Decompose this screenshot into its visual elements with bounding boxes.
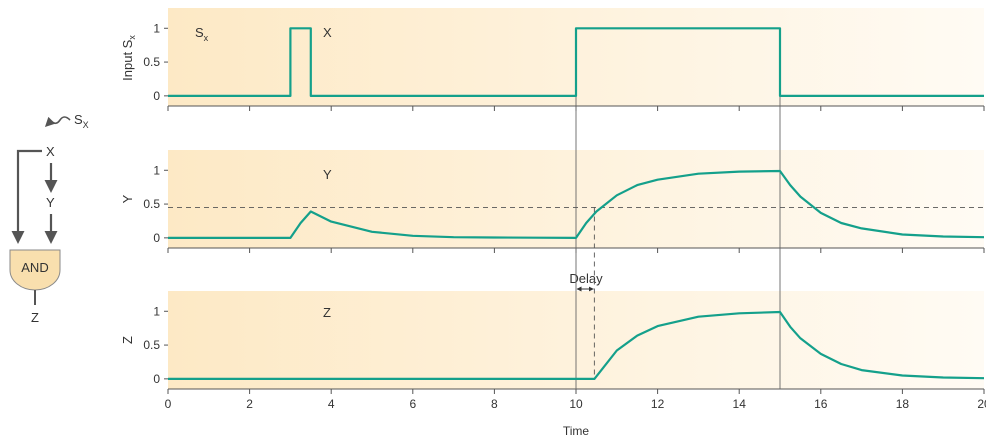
node-x-label: X bbox=[46, 144, 55, 159]
inline-label-sx: Sx bbox=[195, 25, 209, 43]
x-tick-label: 20 bbox=[977, 397, 986, 411]
x-tick-label: 14 bbox=[733, 397, 747, 411]
y-tick-label: 1 bbox=[153, 21, 160, 35]
y-tick-label: 0.5 bbox=[143, 338, 160, 352]
y-tick-label: 0 bbox=[153, 231, 160, 245]
network-diagram: SX X Y AND Z bbox=[9, 112, 89, 325]
y-tick-label: 0 bbox=[153, 89, 160, 103]
y-tick-label: 1 bbox=[153, 304, 160, 318]
x-tick-label: 8 bbox=[491, 397, 498, 411]
y-tick-label: 0 bbox=[153, 372, 160, 386]
y-tick-label: 0.5 bbox=[143, 197, 160, 211]
signal-label: SX bbox=[74, 112, 89, 130]
x-tick-label: 10 bbox=[569, 397, 583, 411]
x-tick-label: 18 bbox=[896, 397, 910, 411]
delay-label: Delay bbox=[569, 271, 603, 286]
time-course-plots: Input Sx Y Z Sx X Y Z Delay Time 00.5100… bbox=[120, 8, 986, 438]
y-trace bbox=[168, 169, 985, 239]
ylabel-y: Y bbox=[120, 194, 135, 203]
ylabel-z: Z bbox=[120, 336, 135, 344]
z-trace bbox=[168, 310, 985, 380]
and-gate bbox=[9, 249, 61, 291]
y-tick-label: 0.5 bbox=[143, 55, 160, 69]
signal-squiggle-arrow bbox=[44, 116, 71, 128]
x-tick-label: 12 bbox=[651, 397, 665, 411]
inline-label-x: X bbox=[323, 25, 332, 40]
x-tick-label: 16 bbox=[814, 397, 828, 411]
node-z-label: Z bbox=[31, 310, 39, 325]
input-trace bbox=[168, 27, 984, 98]
x-to-and-path bbox=[11, 149, 42, 244]
x-tick-label: 2 bbox=[246, 397, 253, 411]
node-y-label: Y bbox=[46, 195, 55, 210]
x-tick-label: 6 bbox=[409, 397, 416, 411]
y-tick-label: 1 bbox=[153, 163, 160, 177]
and-gate-label: AND bbox=[21, 260, 48, 275]
x-tick-label: 4 bbox=[328, 397, 335, 411]
inline-label-z: Z bbox=[323, 305, 331, 320]
inline-label-y: Y bbox=[323, 167, 332, 182]
x-axis-title: Time bbox=[563, 424, 590, 438]
x-tick-label: 0 bbox=[165, 397, 172, 411]
ylabel-input: Input Sx bbox=[120, 35, 137, 81]
